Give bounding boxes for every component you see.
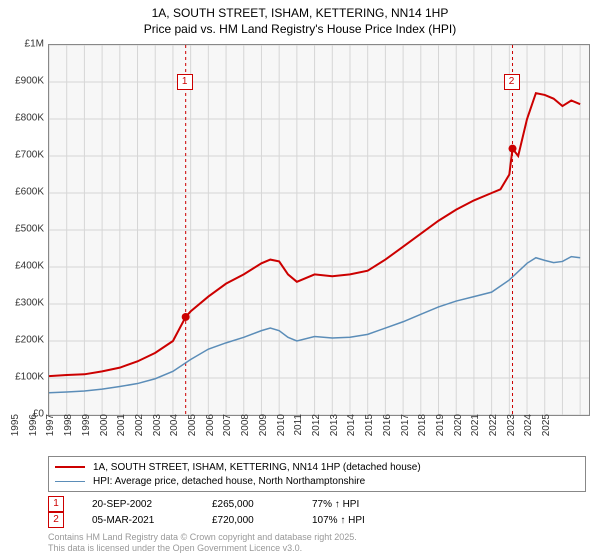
sale-marker-icon: 1	[48, 496, 64, 512]
title-line-2: Price paid vs. HM Land Registry's House …	[144, 22, 456, 36]
footer: Contains HM Land Registry data © Crown c…	[48, 532, 357, 554]
plot-area	[48, 44, 590, 416]
x-tick-label: 2014	[346, 414, 357, 454]
legend-item: HPI: Average price, detached house, Nort…	[55, 474, 579, 488]
chart-title: 1A, SOUTH STREET, ISHAM, KETTERING, NN14…	[0, 0, 600, 37]
x-tick-label: 2000	[99, 414, 110, 454]
x-tick-label: 2025	[541, 414, 552, 454]
sale-row: 1 20-SEP-2002£265,00077% ↑ HPI	[48, 496, 412, 512]
legend: 1A, SOUTH STREET, ISHAM, KETTERING, NN14…	[48, 456, 586, 492]
x-tick-label: 2008	[240, 414, 251, 454]
x-tick-label: 2006	[205, 414, 216, 454]
x-tick-label: 2003	[152, 414, 163, 454]
legend-item: 1A, SOUTH STREET, ISHAM, KETTERING, NN14…	[55, 460, 579, 474]
sale-price: £720,000	[212, 515, 312, 526]
x-tick-label: 2001	[116, 414, 127, 454]
sales-table: 1 20-SEP-2002£265,00077% ↑ HPI 2 05-MAR-202…	[48, 496, 412, 528]
x-tick-label: 2004	[169, 414, 180, 454]
x-tick-label: 2007	[222, 414, 233, 454]
x-tick-label: 2012	[311, 414, 322, 454]
sale-row: 2 05-MAR-2021£720,000107% ↑ HPI	[48, 512, 412, 528]
y-tick-label: £700K	[15, 150, 44, 161]
sale-marker-icon: 2	[48, 512, 64, 528]
chart-container: 1A, SOUTH STREET, ISHAM, KETTERING, NN14…	[0, 0, 600, 560]
x-tick-label: 2009	[258, 414, 269, 454]
x-tick-label: 1998	[63, 414, 74, 454]
x-tick-label: 2019	[435, 414, 446, 454]
sale-pct: 107% ↑ HPI	[312, 515, 412, 526]
x-tick-label: 2022	[488, 414, 499, 454]
sale-date: 05-MAR-2021	[92, 515, 212, 526]
legend-label: HPI: Average price, detached house, Nort…	[93, 476, 365, 487]
x-tick-label: 2020	[453, 414, 464, 454]
legend-swatch	[55, 481, 85, 482]
x-tick-label: 2015	[364, 414, 375, 454]
y-tick-label: £1M	[25, 39, 44, 50]
y-tick-label: £500K	[15, 224, 44, 235]
x-tick-label: 2018	[417, 414, 428, 454]
x-tick-label: 2023	[506, 414, 517, 454]
y-tick-label: £800K	[15, 113, 44, 124]
footer-line-2: This data is licensed under the Open Gov…	[48, 543, 302, 553]
x-tick-label: 2002	[134, 414, 145, 454]
y-tick-label: £600K	[15, 187, 44, 198]
x-tick-label: 2013	[329, 414, 340, 454]
x-tick-label: 2024	[523, 414, 534, 454]
x-tick-label: 2017	[400, 414, 411, 454]
y-tick-label: £900K	[15, 76, 44, 87]
title-line-1: 1A, SOUTH STREET, ISHAM, KETTERING, NN14…	[152, 6, 449, 20]
y-tick-label: £200K	[15, 335, 44, 346]
x-tick-label: 2021	[470, 414, 481, 454]
sale-marker-1: 1	[177, 74, 193, 90]
x-tick-label: 1997	[45, 414, 56, 454]
y-tick-label: £300K	[15, 298, 44, 309]
x-tick-label: 2010	[276, 414, 287, 454]
x-tick-label: 1995	[10, 414, 21, 454]
x-tick-label: 2005	[187, 414, 198, 454]
y-tick-label: £400K	[15, 261, 44, 272]
y-tick-label: £100K	[15, 372, 44, 383]
footer-line-1: Contains HM Land Registry data © Crown c…	[48, 532, 357, 542]
sale-date: 20-SEP-2002	[92, 499, 212, 510]
x-tick-label: 2016	[382, 414, 393, 454]
legend-swatch	[55, 466, 85, 468]
sale-price: £265,000	[212, 499, 312, 510]
sale-pct: 77% ↑ HPI	[312, 499, 412, 510]
x-tick-label: 1996	[28, 414, 39, 454]
chart-svg	[49, 45, 589, 415]
legend-label: 1A, SOUTH STREET, ISHAM, KETTERING, NN14…	[93, 462, 421, 473]
x-tick-label: 2011	[293, 414, 304, 454]
sale-marker-2: 2	[504, 74, 520, 90]
x-tick-label: 1999	[81, 414, 92, 454]
